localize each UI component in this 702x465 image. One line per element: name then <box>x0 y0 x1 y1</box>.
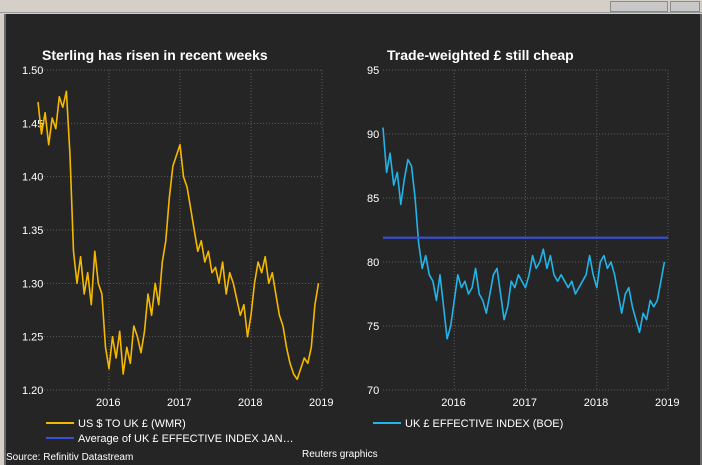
left-chart-grid <box>38 69 323 391</box>
x-tick-label: 2018 <box>584 397 608 409</box>
y-tick-label: 1.20 <box>22 385 43 397</box>
left-series <box>37 90 320 381</box>
x-tick-label: 2017 <box>167 397 191 409</box>
source-note: Source: Refinitiv Datastream <box>6 452 133 463</box>
y-tick-label: 70 <box>367 385 379 397</box>
right-x-axis: 2016 2017 2018 2019 <box>441 397 679 409</box>
x-tick-label: 2016 <box>441 397 465 409</box>
y-tick-label: 95 <box>367 65 379 77</box>
y-tick-label: 75 <box>367 321 379 333</box>
left-chart: Sterling has risen in recent weeks 1.501… <box>22 47 333 445</box>
series-line <box>37 90 320 381</box>
right-legend: UK £ EFFECTIVE INDEX (BOE) <box>373 418 563 430</box>
window-top-strip <box>0 0 702 13</box>
y-tick-label: 1.35 <box>22 225 43 237</box>
left-x-axis: 2016 2017 2018 2019 <box>96 397 333 409</box>
left-chart-title: Sterling has risen in recent weeks <box>42 47 268 63</box>
y-tick-label: 1.45 <box>22 118 43 130</box>
legend-label-effective: UK £ EFFECTIVE INDEX (BOE) <box>405 418 563 430</box>
x-tick-label: 2017 <box>513 397 537 409</box>
left-legend: US $ TO UK £ (WMR) Average of UK £ EFFEC… <box>46 418 294 445</box>
left-y-axis: 1.50 1.45 1.40 1.35 1.30 1.25 1.20 <box>22 65 43 397</box>
y-tick-label: 90 <box>367 129 379 141</box>
right-chart-grid <box>383 69 669 391</box>
y-tick-label: 80 <box>367 257 379 269</box>
toolbar-control[interactable] <box>670 1 700 12</box>
chart-svg: Sterling has risen in recent weeks 1.501… <box>6 47 679 463</box>
y-tick-label: 1.30 <box>22 278 43 290</box>
y-tick-label: 1.40 <box>22 172 43 184</box>
legend-label-average: Average of UK £ EFFECTIVE INDEX JAN… <box>78 433 294 445</box>
right-series <box>382 127 668 340</box>
chart-panel: Sterling has risen in recent weeks 1.50 1… <box>4 14 702 465</box>
right-chart-title: Trade-weighted £ still cheap <box>387 47 574 63</box>
x-tick-label: 2018 <box>238 397 262 409</box>
x-tick-label: 2019 <box>309 397 333 409</box>
x-tick-label: 2019 <box>655 397 679 409</box>
right-y-axis: 95 90 85 80 75 70 <box>367 65 379 397</box>
toolbar-control[interactable] <box>610 1 668 12</box>
y-tick-label: 85 <box>367 193 379 205</box>
y-tick-label: 1.50 <box>22 65 43 77</box>
series-line <box>382 127 666 340</box>
right-chart: Trade-weighted £ still cheap 95 90 85 80 75 7… <box>367 47 679 430</box>
legend-label-gbpusd: US $ TO UK £ (WMR) <box>78 418 186 430</box>
x-tick-label: 2016 <box>96 397 120 409</box>
y-tick-label: 1.25 <box>22 332 43 344</box>
credit-note: Reuters graphics <box>302 449 378 460</box>
